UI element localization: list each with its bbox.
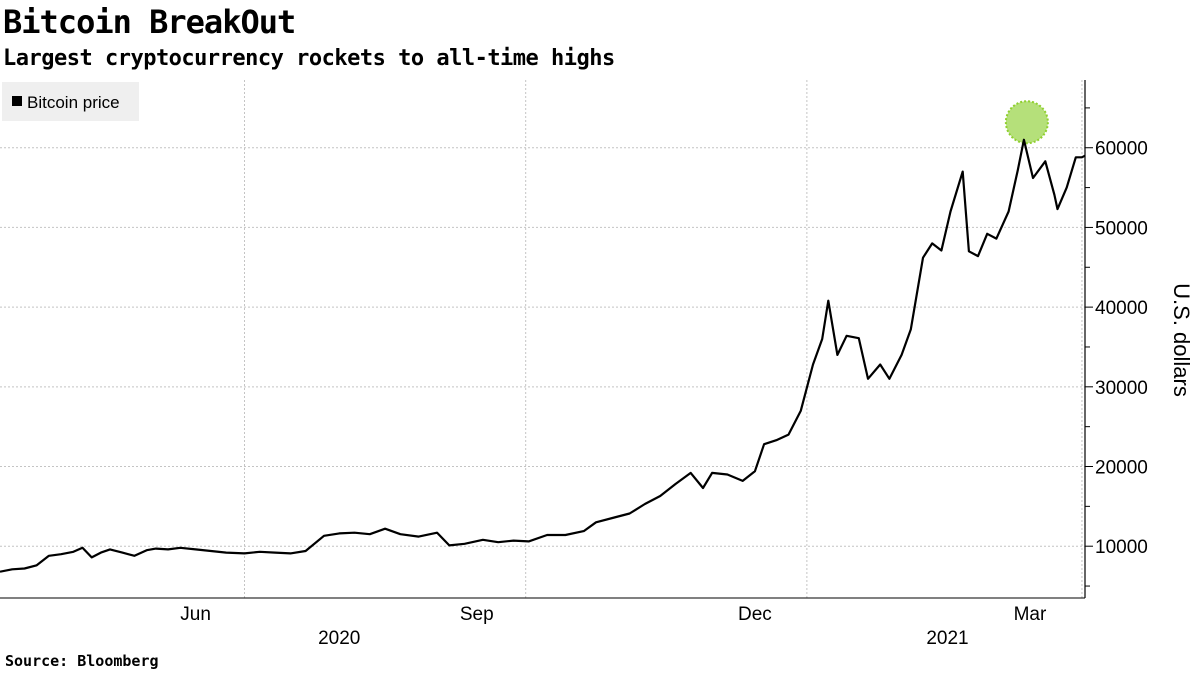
all-time-high-highlight	[1004, 100, 1049, 145]
legend-background	[2, 82, 139, 121]
legend: Bitcoin price	[2, 82, 139, 121]
grid-lines	[0, 80, 1085, 598]
y-tick-label: 60000	[1095, 139, 1148, 160]
y-axis-ticks: 10000 20000 30000 40000 50000 60000	[1085, 107, 1148, 587]
bitcoin-price-chart: Jun Sep Dec Mar 2020 2021 10000 20000 30000 4000…	[0, 80, 1194, 649]
x-year-label: 2021	[926, 628, 968, 649]
x-tick-label: Jun	[180, 604, 211, 625]
source-note: Source: Bloomberg	[5, 652, 159, 670]
legend-swatch	[12, 96, 22, 106]
y-axis-label: U.S. dollars	[1169, 283, 1194, 397]
x-year-label: 2020	[318, 628, 360, 649]
chart-title: Bitcoin BreakOut	[3, 3, 296, 41]
legend-entry-bitcoin-price: Bitcoin price	[27, 93, 120, 112]
y-tick-label: 20000	[1095, 458, 1148, 479]
chart-subtitle: Largest cryptocurrency rockets to all-ti…	[3, 46, 615, 71]
x-axis-ticks: Jun Sep Dec Mar 2020 2021	[180, 604, 1047, 649]
x-tick-label: Dec	[738, 604, 772, 625]
y-tick-label: 50000	[1095, 218, 1148, 239]
y-tick-label: 30000	[1095, 378, 1148, 399]
x-tick-label: Mar	[1014, 604, 1047, 625]
axes	[0, 80, 1086, 599]
y-tick-label: 40000	[1095, 298, 1148, 319]
x-tick-label: Sep	[460, 604, 494, 625]
series-line-bitcoin-price	[0, 138, 1086, 573]
y-tick-label: 10000	[1095, 537, 1148, 558]
